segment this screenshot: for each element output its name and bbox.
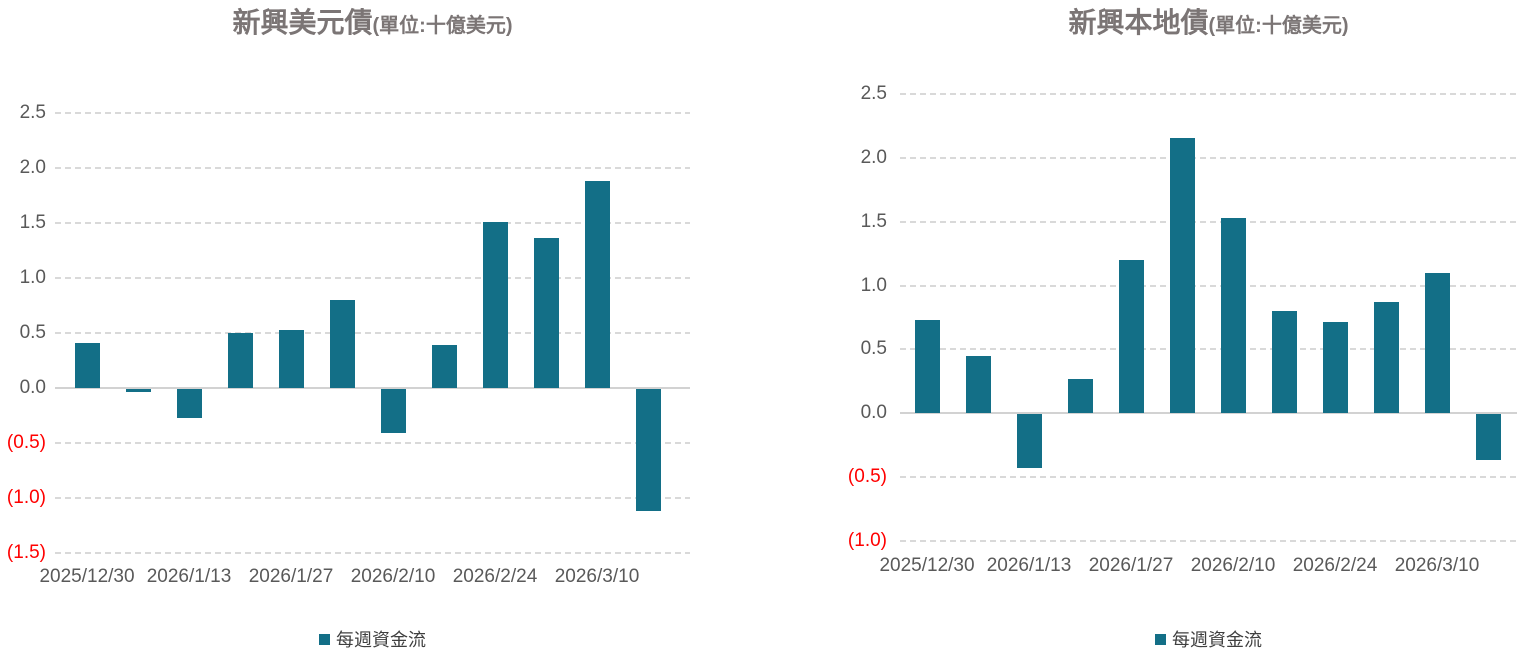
x-tick-label: 2026/3/10	[1394, 555, 1480, 576]
bar-week-12	[636, 389, 661, 511]
bar-week-3	[177, 389, 202, 418]
bar-week-4	[1068, 379, 1093, 413]
bar-week-5	[279, 330, 304, 388]
gridline	[900, 285, 1517, 287]
bar-week-9	[1323, 322, 1348, 413]
x-tick-label: 2026/2/10	[1190, 555, 1276, 576]
y-tick-label: (1.0)	[847, 530, 887, 551]
y-tick-label: 1.0	[19, 267, 46, 288]
y-tick-label: 2.5	[19, 102, 46, 123]
y-tick-label: 0.5	[860, 338, 887, 359]
bar-week-2	[126, 389, 151, 392]
legend-label: 每週資金流	[336, 630, 426, 650]
y-tick-label: 0.0	[860, 402, 887, 423]
x-tick-label: 2026/1/13	[146, 566, 232, 587]
y-tick-label: (1.5)	[6, 542, 46, 563]
y-tick-label: 1.5	[860, 211, 887, 232]
chart-title-unit: (單位:十億美元)	[372, 15, 513, 37]
chart-em-usd-bonds: 新興美元債(單位:十億美元) 2.5 2.0 1.5 1.0 0.5 0.0 (0.5) (1…	[0, 0, 758, 652]
chart-title-unit: (單位:十億美元)	[1208, 15, 1349, 37]
bar-week-11	[585, 181, 610, 388]
bar-week-11	[1425, 273, 1450, 413]
y-tick-label: (1.0)	[6, 487, 46, 508]
gridline	[55, 277, 690, 279]
y-tick-label: 2.0	[860, 147, 887, 168]
x-tick-label: 2026/2/24	[1292, 555, 1378, 576]
x-tick-label: 2026/1/27	[248, 566, 334, 587]
y-tick-label: 0.0	[19, 377, 46, 398]
gridline	[55, 112, 690, 114]
bar-week-3	[1017, 414, 1042, 468]
bar-week-6	[1170, 138, 1195, 413]
bar-week-7	[1221, 218, 1246, 413]
gridline	[900, 476, 1517, 478]
y-tick-label: 1.0	[860, 275, 887, 296]
y-tick-label: 2.0	[19, 157, 46, 178]
legend-swatch-icon	[319, 633, 330, 645]
chart-title-em-usd: 新興美元債(單位:十億美元)	[55, 7, 690, 39]
legend-em-usd: 每週資金流	[55, 626, 690, 652]
gridline	[55, 167, 690, 169]
bar-week-8	[1272, 311, 1297, 413]
legend-swatch-icon	[1155, 633, 1166, 645]
y-tick-label: (0.5)	[847, 466, 887, 487]
chart-title-text: 新興美元債	[232, 7, 373, 38]
x-tick-label: 2026/1/13	[986, 555, 1072, 576]
zero-axis-line	[900, 412, 1517, 414]
legend-em-local: 每週資金流	[900, 626, 1517, 652]
zero-axis-line	[55, 387, 690, 389]
y-tick-label: (0.5)	[6, 432, 46, 453]
bar-week-9	[483, 222, 508, 388]
y-tick-label: 0.5	[19, 322, 46, 343]
bar-week-10	[1374, 302, 1399, 413]
x-tick-label: 2025/12/30	[879, 555, 975, 576]
bar-week-4	[228, 333, 253, 388]
gridline	[900, 221, 1517, 223]
gridline	[900, 540, 1517, 542]
bar-week-1	[75, 343, 100, 388]
y-tick-label: 1.5	[19, 212, 46, 233]
x-tick-label: 2026/1/27	[1088, 555, 1174, 576]
gridline	[900, 93, 1517, 95]
gridline	[55, 442, 690, 444]
bar-week-8	[432, 345, 457, 388]
x-tick-label: 2026/2/24	[452, 566, 538, 587]
x-tick-label: 2026/3/10	[554, 566, 640, 587]
bar-week-10	[534, 238, 559, 388]
x-tick-label: 2025/12/30	[39, 566, 135, 587]
y-tick-label: 2.5	[860, 83, 887, 104]
gridline	[55, 497, 690, 499]
gridline	[55, 332, 690, 334]
chart-em-local-bonds: 新興本地債(單位:十億美元) 2.5 2.0 1.5 1.0 0.5 0.0 (0.5) (1…	[758, 0, 1517, 652]
legend-label: 每週資金流	[1172, 630, 1262, 650]
bar-week-7	[381, 389, 406, 433]
chart-title-em-local: 新興本地債(單位:十億美元)	[900, 7, 1517, 39]
chart-title-text: 新興本地債	[1068, 7, 1209, 38]
gridline	[55, 222, 690, 224]
x-tick-label: 2026/2/10	[350, 566, 436, 587]
bar-week-12	[1476, 414, 1501, 460]
gridline	[900, 348, 1517, 350]
bar-week-2	[966, 356, 991, 413]
bar-week-6	[330, 300, 355, 388]
gridline	[55, 552, 690, 554]
bar-week-5	[1119, 260, 1144, 413]
gridline	[900, 157, 1517, 159]
bar-week-1	[915, 320, 940, 413]
